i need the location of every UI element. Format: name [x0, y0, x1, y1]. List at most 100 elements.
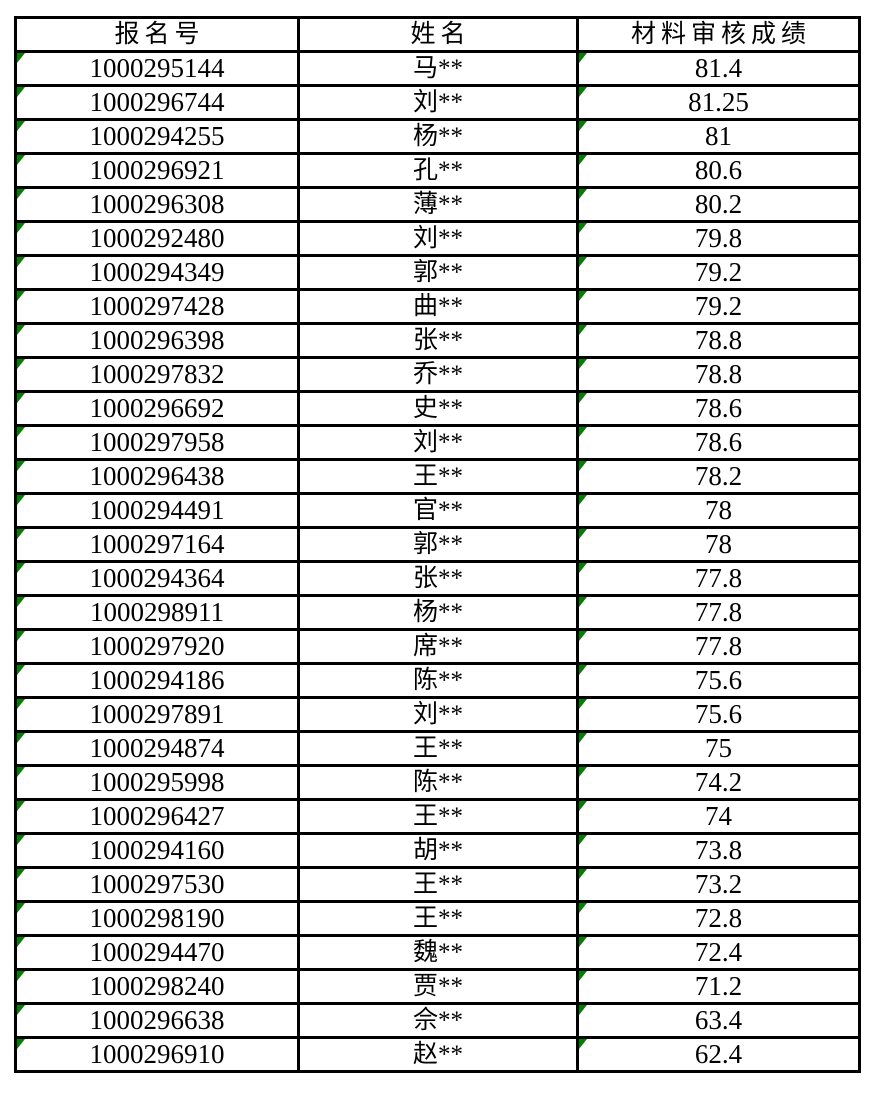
cell-score: 78.6: [576, 424, 861, 461]
cell-score: 72.4: [576, 934, 861, 971]
cell-score: 75.6: [576, 696, 861, 733]
table-body: 1000295144 马** 81.4 1000296744 刘** 81.25 10002…: [14, 50, 861, 1073]
cell-score: 77.8: [576, 594, 861, 631]
number-stored-as-text-indicator-icon: [18, 564, 25, 573]
number-stored-as-text-indicator-icon: [580, 326, 587, 335]
cell-name: 刘**: [297, 424, 579, 461]
cell-score: 81.4: [576, 50, 861, 87]
cell-score: 77.8: [576, 560, 861, 597]
number-stored-as-text-indicator-icon: [580, 904, 587, 913]
cell-name: 官**: [297, 492, 579, 529]
cell-reg-no: 1000294349: [14, 254, 300, 291]
number-stored-as-text-indicator-icon: [580, 394, 587, 403]
table-row: 1000297164 郭** 78: [14, 526, 861, 563]
number-stored-as-text-indicator-icon: [18, 156, 25, 165]
cell-name: 刘**: [297, 220, 579, 257]
cell-score: 73.8: [576, 832, 861, 869]
cell-name: 乔**: [297, 356, 579, 393]
number-stored-as-text-indicator-icon: [580, 1040, 587, 1049]
table-row: 1000295998 陈** 74.2: [14, 764, 861, 801]
cell-reg-no: 1000296692: [14, 390, 300, 427]
number-stored-as-text-indicator-icon: [18, 666, 25, 675]
cell-score: 78.6: [576, 390, 861, 427]
table-row: 1000294255 杨** 81: [14, 118, 861, 155]
number-stored-as-text-indicator-icon: [18, 768, 25, 777]
cell-name: 王**: [297, 866, 579, 903]
number-stored-as-text-indicator-icon: [580, 530, 587, 539]
number-stored-as-text-indicator-icon: [580, 224, 587, 233]
cell-reg-no: 1000296921: [14, 152, 300, 189]
cell-reg-no: 1000295998: [14, 764, 300, 801]
number-stored-as-text-indicator-icon: [18, 326, 25, 335]
cell-score: 80.2: [576, 186, 861, 223]
number-stored-as-text-indicator-icon: [580, 88, 587, 97]
table-row: 1000294160 胡** 73.8: [14, 832, 861, 869]
number-stored-as-text-indicator-icon: [18, 1006, 25, 1015]
table-row: 1000294491 官** 78: [14, 492, 861, 529]
cell-name: 曲**: [297, 288, 579, 325]
cell-reg-no: 1000296308: [14, 186, 300, 223]
number-stored-as-text-indicator-icon: [18, 870, 25, 879]
number-stored-as-text-indicator-icon: [18, 360, 25, 369]
cell-score: 79.8: [576, 220, 861, 257]
cell-reg-no: 1000298240: [14, 968, 300, 1005]
number-stored-as-text-indicator-icon: [580, 462, 587, 471]
table-row: 1000295144 马** 81.4: [14, 50, 861, 87]
table-row: 1000294349 郭** 79.2: [14, 254, 861, 291]
header-score: 材料审核成绩: [576, 16, 861, 53]
number-stored-as-text-indicator-icon: [580, 156, 587, 165]
number-stored-as-text-indicator-icon: [18, 598, 25, 607]
table-row: 1000296692 史** 78.6: [14, 390, 861, 427]
number-stored-as-text-indicator-icon: [18, 258, 25, 267]
cell-name: 郭**: [297, 526, 579, 563]
table-row: 1000297920 席** 77.8: [14, 628, 861, 665]
number-stored-as-text-indicator-icon: [18, 938, 25, 947]
cell-score: 79.2: [576, 254, 861, 291]
cell-name: 刘**: [297, 84, 579, 121]
number-stored-as-text-indicator-icon: [580, 564, 587, 573]
cell-name: 王**: [297, 798, 579, 835]
table-row: 1000297958 刘** 78.6: [14, 424, 861, 461]
cell-reg-no: 1000296744: [14, 84, 300, 121]
cell-name: 赵**: [297, 1036, 579, 1073]
number-stored-as-text-indicator-icon: [18, 530, 25, 539]
cell-reg-no: 1000296427: [14, 798, 300, 835]
number-stored-as-text-indicator-icon: [580, 734, 587, 743]
cell-reg-no: 1000294491: [14, 492, 300, 529]
cell-reg-no: 1000298911: [14, 594, 300, 631]
cell-name: 郭**: [297, 254, 579, 291]
cell-reg-no: 1000294186: [14, 662, 300, 699]
cell-reg-no: 1000294364: [14, 560, 300, 597]
cell-reg-no: 1000297920: [14, 628, 300, 665]
cell-reg-no: 1000297530: [14, 866, 300, 903]
table-row: 1000296438 王** 78.2: [14, 458, 861, 495]
number-stored-as-text-indicator-icon: [18, 1040, 25, 1049]
cell-name: 张**: [297, 322, 579, 359]
cell-score: 75.6: [576, 662, 861, 699]
cell-score: 71.2: [576, 968, 861, 1005]
cell-reg-no: 1000296398: [14, 322, 300, 359]
cell-reg-no: 1000294470: [14, 934, 300, 971]
cell-name: 佘**: [297, 1002, 579, 1039]
table-row: 1000298911 杨** 77.8: [14, 594, 861, 631]
cell-score: 81.25: [576, 84, 861, 121]
number-stored-as-text-indicator-icon: [18, 632, 25, 641]
number-stored-as-text-indicator-icon: [580, 190, 587, 199]
table-row: 1000298190 王** 72.8: [14, 900, 861, 937]
cell-score: 62.4: [576, 1036, 861, 1073]
table-row: 1000294470 魏** 72.4: [14, 934, 861, 971]
number-stored-as-text-indicator-icon: [580, 836, 587, 845]
cell-name: 杨**: [297, 118, 579, 155]
cell-name: 席**: [297, 628, 579, 665]
cell-name: 薄**: [297, 186, 579, 223]
cell-reg-no: 1000296638: [14, 1002, 300, 1039]
cell-reg-no: 1000294874: [14, 730, 300, 767]
number-stored-as-text-indicator-icon: [580, 700, 587, 709]
number-stored-as-text-indicator-icon: [580, 768, 587, 777]
number-stored-as-text-indicator-icon: [580, 292, 587, 301]
cell-name: 王**: [297, 900, 579, 937]
cell-score: 79.2: [576, 288, 861, 325]
number-stored-as-text-indicator-icon: [580, 428, 587, 437]
number-stored-as-text-indicator-icon: [18, 54, 25, 63]
number-stored-as-text-indicator-icon: [18, 496, 25, 505]
